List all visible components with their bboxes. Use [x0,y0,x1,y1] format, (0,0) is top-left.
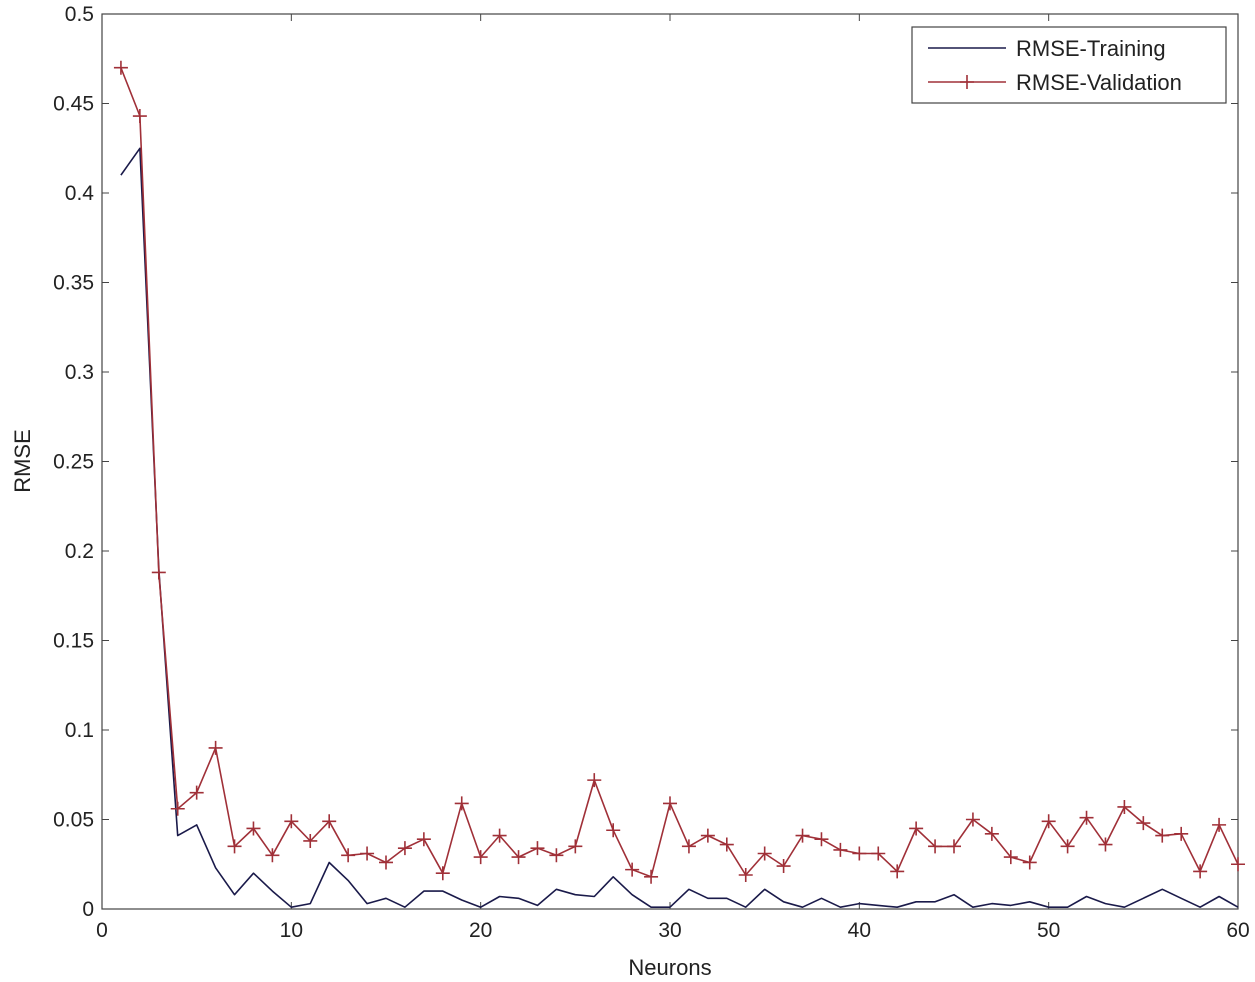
data-point-marker [947,839,961,854]
data-point-marker [909,821,924,836]
x-tick-label: 50 [1037,919,1060,942]
data-point-marker [1003,850,1018,865]
data-point-marker [132,109,147,124]
data-point-marker [890,864,905,879]
x-tick-label: 0 [96,919,108,942]
x-tick-label: 20 [469,919,492,942]
data-point-marker [1022,855,1037,870]
data-point-marker [644,869,659,884]
y-tick-label: 0.1 [65,719,94,742]
data-point-marker [246,821,261,836]
data-point-marker [1174,826,1189,841]
data-point-marker [170,801,185,816]
data-point-marker [568,839,583,854]
data-point-marker [871,846,886,861]
data-point-marker [454,796,469,811]
data-point-marker [284,814,299,829]
data-point-marker [208,740,223,755]
data-point-marker [795,828,810,843]
data-point-marker [322,814,337,829]
data-point-marker [965,812,980,827]
y-tick-label: 0.2 [65,540,94,563]
axis-ticks: 0 10 20 30 40 50 60 0 0.05 0.1 0.15 0.2 0.25 0.3 0.35 0… [53,3,1250,942]
data-point-marker [852,846,867,861]
data-point-marker [757,846,772,861]
x-tick-label: 40 [848,919,871,942]
y-tick-label: 0.3 [65,361,94,384]
legend-label-training: RMSE-Training [1016,36,1166,61]
y-tick-label: 0.35 [53,272,94,295]
data-point-marker [984,826,999,841]
data-point-marker [341,848,356,863]
y-tick-label: 0.45 [53,93,94,116]
data-point-marker [416,832,431,847]
data-point-marker [1231,857,1245,872]
series-layer [113,60,1245,909]
data-point-marker [1098,837,1113,852]
y-tick-label: 0.15 [53,630,94,653]
data-point-marker [738,867,753,882]
data-point-marker [776,859,791,874]
data-point-marker [1212,817,1227,832]
data-point-marker [549,848,564,863]
y-axis-title: RMSE [10,429,35,493]
data-point-marker [606,823,621,838]
data-point-marker [473,850,488,865]
data-point-marker [189,785,204,800]
y-tick-label: 0.5 [65,3,94,26]
data-point-marker [1041,814,1056,829]
data-point-marker [530,841,545,856]
plot-area [101,13,1239,910]
data-point-marker [719,837,734,852]
data-point-marker [663,796,677,811]
y-tick-label: 0.05 [53,809,94,832]
data-point-marker [814,832,829,847]
legend-marker-validation [960,75,974,89]
y-tick-label: 0.25 [53,451,94,474]
legend-label-validation: RMSE-Validation [1016,70,1182,95]
legend: RMSE-Training RMSE-Validation [911,26,1227,104]
data-point-marker [928,839,943,854]
data-point-marker [1117,799,1132,814]
x-tick-label: 10 [280,919,303,942]
data-point-marker [625,862,640,877]
data-point-marker [1136,816,1151,831]
data-point-marker [227,839,242,854]
y-tick-label: 0.4 [65,182,95,205]
data-point-marker [492,828,507,843]
x-tick-label: 60 [1226,919,1249,942]
series-line-1 [120,67,1239,878]
data-point-marker [700,828,715,843]
data-point-marker [397,841,412,856]
data-point-marker [1155,828,1170,843]
data-point-marker [1193,864,1208,879]
y-tick-label: 0 [82,898,94,921]
data-point-marker [1079,810,1094,825]
x-tick-label: 30 [658,919,681,942]
data-point-marker [833,842,848,857]
x-axis-title: Neurons [628,955,711,980]
data-point-marker [587,773,602,788]
data-point-marker [435,866,450,881]
data-point-marker [303,833,318,848]
data-point-marker [113,60,128,75]
data-point-marker [379,855,393,870]
legend-box [911,26,1227,104]
data-point-marker [681,839,696,854]
data-point-marker [360,846,375,861]
data-point-marker [265,848,280,863]
data-point-marker [1060,839,1075,854]
series-line-0 [120,147,1239,909]
data-point-marker [511,850,526,865]
data-point-marker [151,565,166,580]
